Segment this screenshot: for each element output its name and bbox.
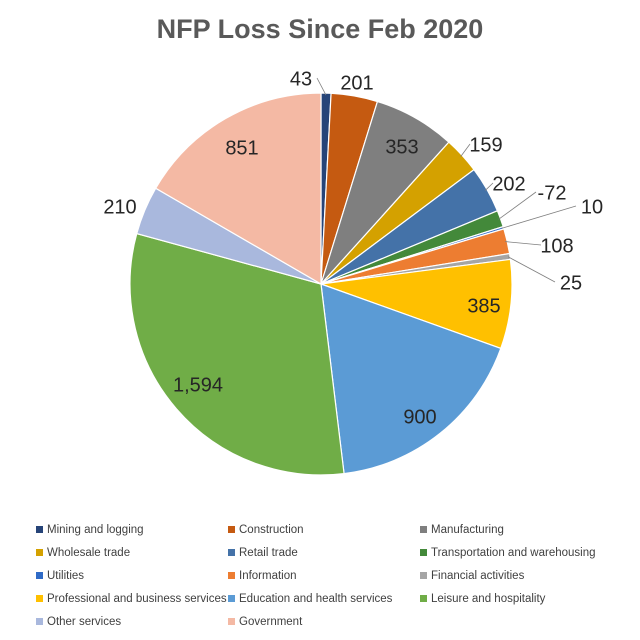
- legend-label: Other services: [47, 615, 122, 628]
- legend-swatch: [420, 595, 427, 602]
- legend-swatch: [36, 549, 43, 556]
- legend: Mining and logging Construction Manufactur…: [36, 521, 636, 630]
- legend-label: Financial activities: [431, 569, 525, 582]
- data-label-professional-and-business-services: 385: [467, 295, 500, 317]
- legend-swatch: [36, 572, 43, 579]
- legend-item-professional-and-business-services: Professional and business services: [36, 590, 228, 607]
- legend-item-utilities: Utilities: [36, 567, 228, 584]
- legend-swatch: [420, 572, 427, 579]
- legend-swatch: [420, 526, 427, 533]
- legend-item-financial-activities: Financial activities: [420, 567, 636, 584]
- legend-swatch: [420, 549, 427, 556]
- legend-label: Manufacturing: [431, 523, 504, 536]
- legend-label: Professional and business services: [47, 592, 227, 605]
- leader-line-utilities: [501, 205, 577, 229]
- legend-swatch: [228, 549, 235, 556]
- legend-swatch: [36, 526, 43, 533]
- legend-item-construction: Construction: [228, 521, 420, 538]
- data-label-information: 108: [540, 235, 573, 257]
- legend-label: Construction: [239, 523, 304, 536]
- legend-label: Government: [239, 615, 303, 628]
- data-label-financial-activities: 25: [560, 272, 582, 294]
- leader-line-wholesale-trade: [460, 143, 471, 157]
- data-label-leisure-and-hospitality: 1,594: [173, 374, 223, 396]
- legend-label: Wholesale trade: [47, 546, 131, 559]
- data-label-construction: 201: [340, 72, 373, 94]
- legend-item-information: Information: [228, 567, 420, 584]
- data-label-manufacturing: 353: [385, 136, 418, 158]
- legend-item-mining-and-logging: Mining and logging: [36, 521, 228, 538]
- legend-item-wholesale-trade: Wholesale trade: [36, 544, 228, 561]
- legend-item-leisure-and-hospitality: Leisure and hospitality: [420, 590, 636, 607]
- legend-label: Mining and logging: [47, 523, 144, 536]
- pie-slice-leisure-and-hospitality: [129, 232, 345, 476]
- legend-label: Education and health services: [239, 592, 393, 605]
- data-label-mining-and-logging: 43: [290, 68, 312, 90]
- legend-label: Leisure and hospitality: [431, 592, 546, 605]
- legend-label: Transportation and warehousing: [431, 546, 596, 559]
- legend-swatch: [36, 618, 43, 625]
- pie-slice-education-and-health-services: [320, 283, 502, 475]
- data-label-education-and-health-services: 900: [403, 406, 436, 428]
- legend-item-retail-trade: Retail trade: [228, 544, 420, 561]
- leader-line-transportation-and-warehousing: [498, 191, 537, 220]
- data-label-wholesale-trade: 159: [469, 134, 502, 156]
- leader-line-retail-trade: [484, 182, 494, 191]
- legend-item-other-services: Other services: [36, 613, 228, 630]
- leader-line-financial-activities: [507, 256, 556, 283]
- legend-item-manufacturing: Manufacturing: [420, 521, 636, 538]
- legend-item-education-and-health-services: Education and health services: [228, 590, 420, 607]
- data-label-other-services: 210: [103, 196, 136, 218]
- legend-label: Information: [239, 569, 297, 582]
- legend-swatch: [228, 572, 235, 579]
- data-label-government: 851: [225, 137, 258, 159]
- data-label-utilities: 10: [581, 196, 603, 218]
- data-label-retail-trade: 202: [492, 173, 525, 195]
- chart-title: NFP Loss Since Feb 2020: [156, 14, 484, 44]
- pie-slice-government: [154, 92, 322, 286]
- legend-swatch: [36, 595, 43, 602]
- legend-item-government: Government: [228, 613, 420, 630]
- leader-line-mining-and-logging: [316, 77, 327, 96]
- legend-label: Utilities: [47, 569, 85, 582]
- data-label-transportation-and-warehousing: -72: [538, 182, 567, 204]
- leader-line-information: [505, 241, 542, 246]
- legend-label: Retail trade: [239, 546, 298, 559]
- legend-swatch: [228, 526, 235, 533]
- legend-swatch: [228, 618, 235, 625]
- legend-swatch: [228, 595, 235, 602]
- legend-item-transportation-and-warehousing: Transportation and warehousing: [420, 544, 636, 561]
